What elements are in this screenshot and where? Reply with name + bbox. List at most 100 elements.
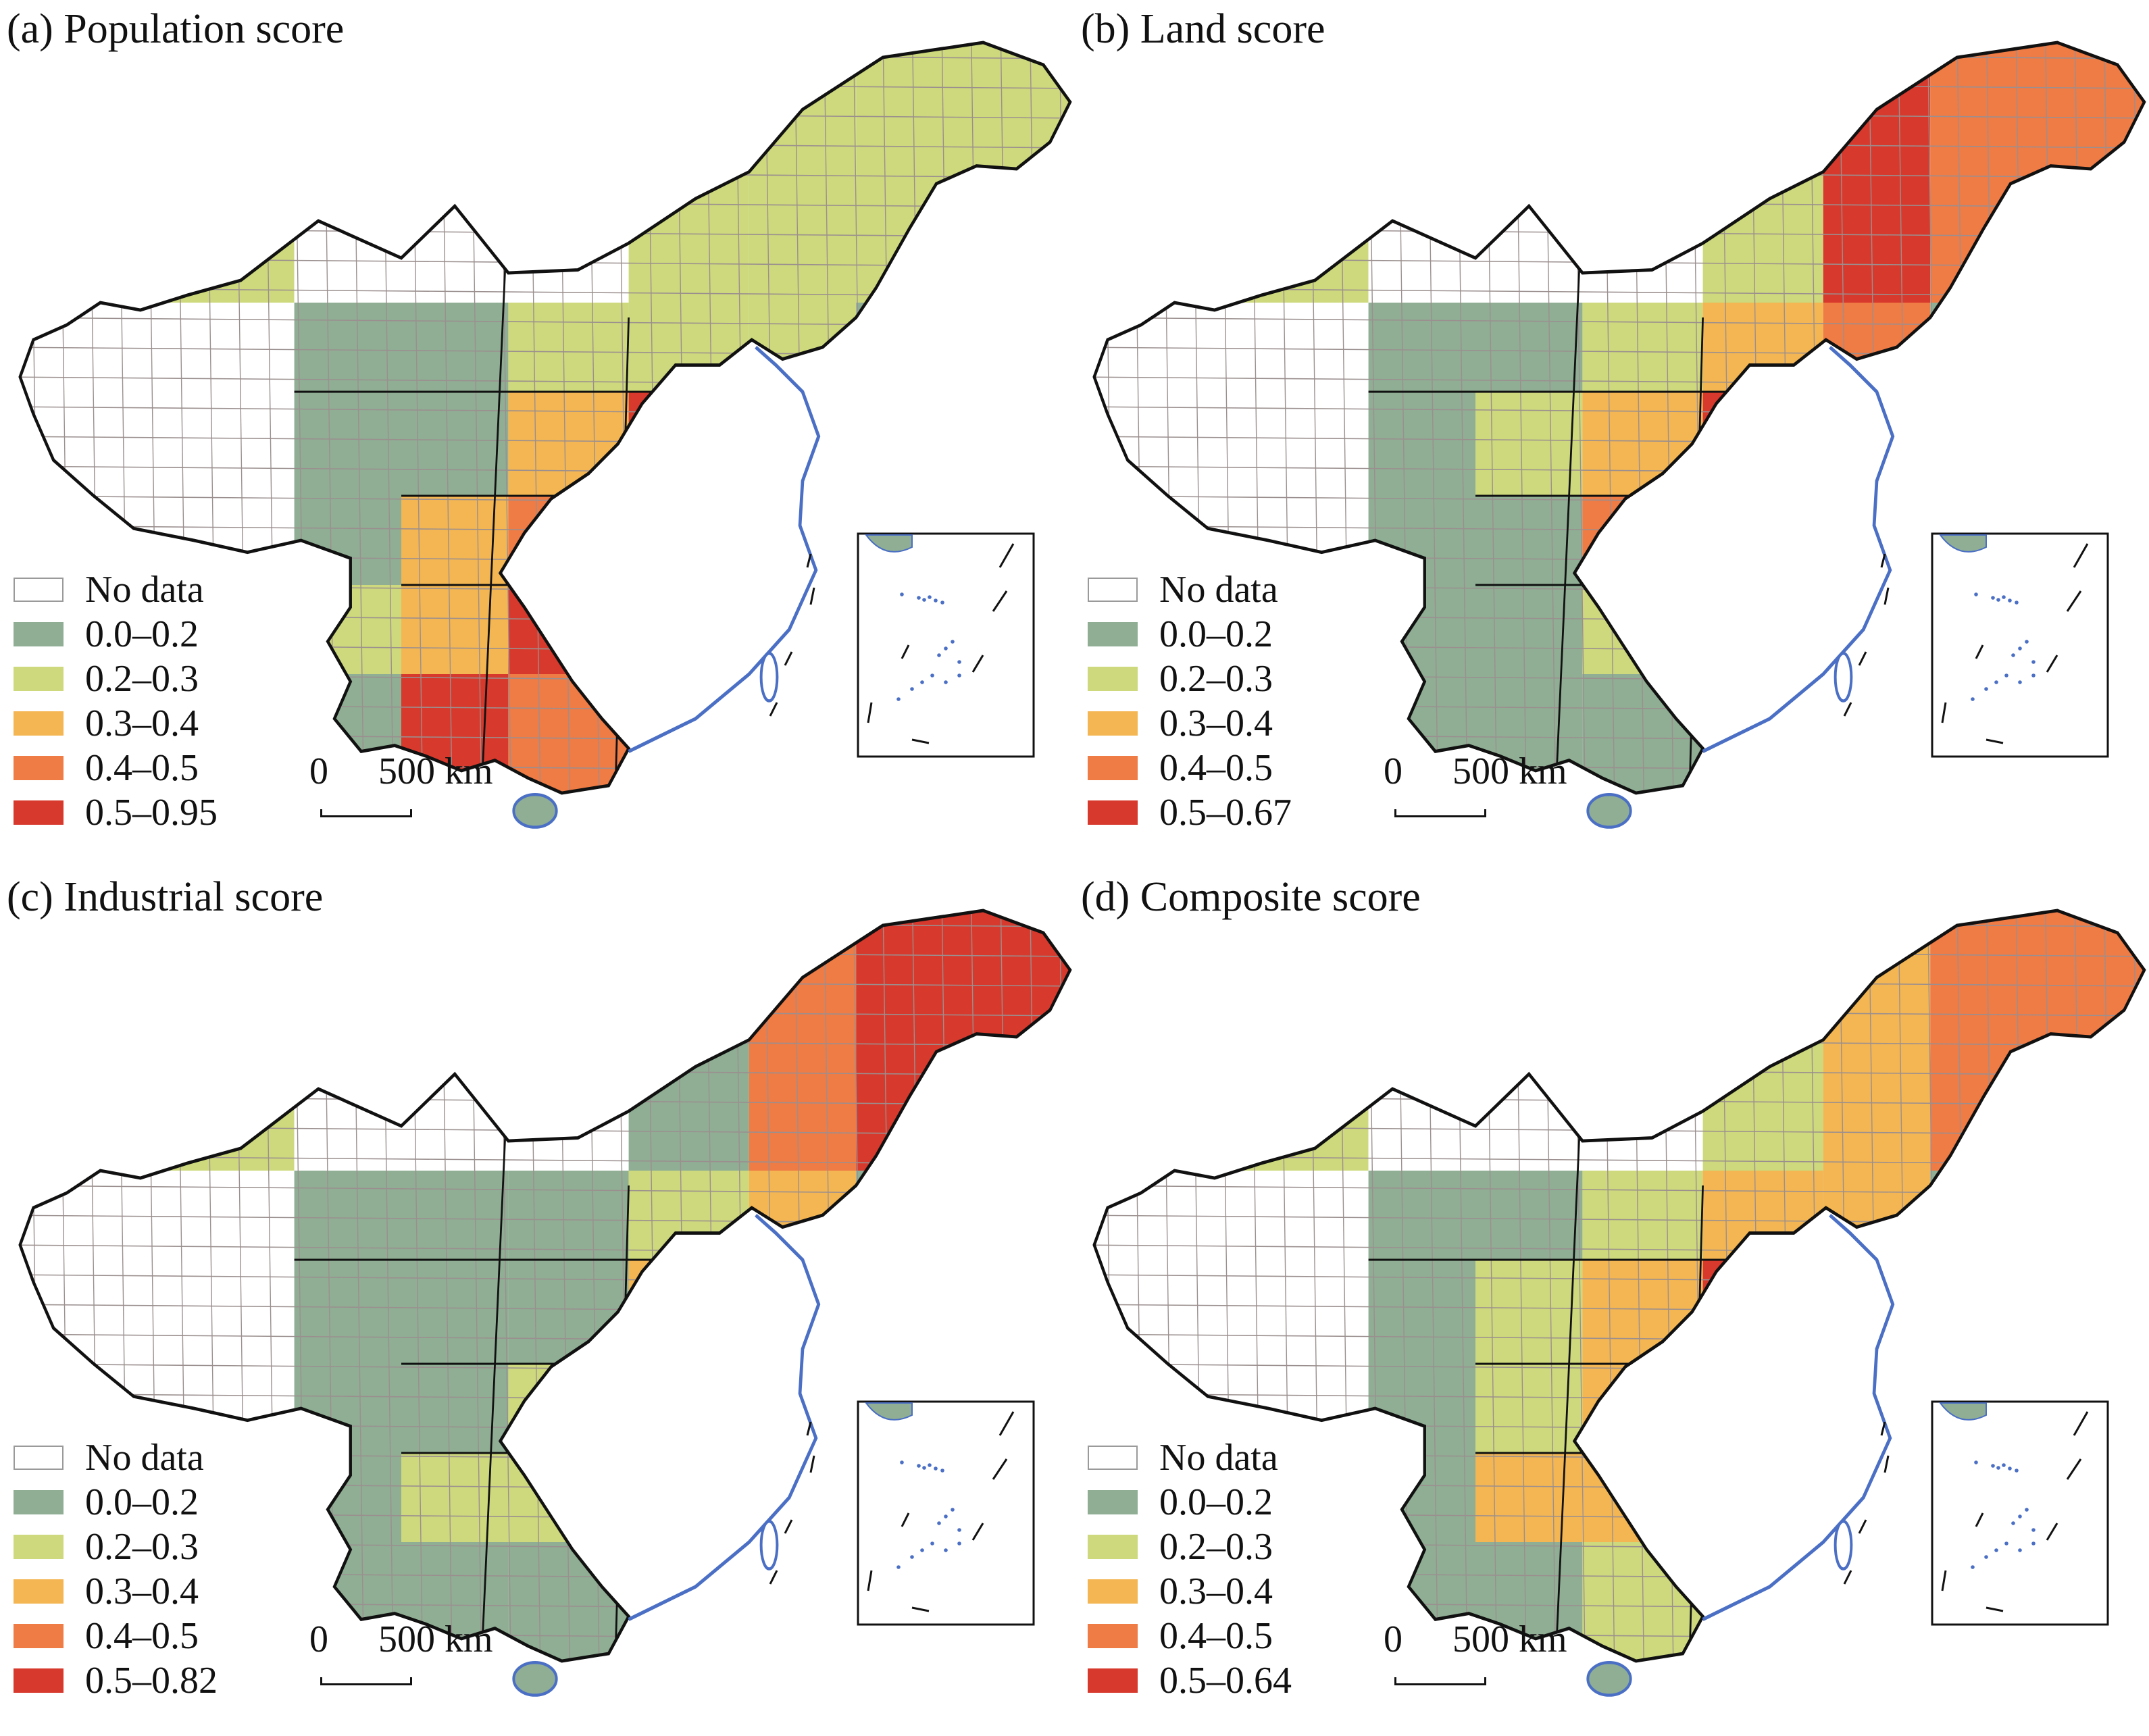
scale-line	[1394, 809, 1486, 817]
score-region	[1702, 496, 1823, 585]
legend-item-class-3: 0.3–0.4	[1088, 701, 1292, 746]
score-region	[1475, 1453, 1583, 1542]
scale-line	[320, 1677, 412, 1685]
score-region	[294, 1260, 401, 1364]
legend-label: 0.0–0.2	[85, 613, 199, 655]
score-region	[628, 674, 749, 793]
score-region	[508, 496, 629, 585]
map-panel-population: (a) Population score No data 0.0–0.2 0.2…	[0, 0, 1074, 868]
hainan-island	[512, 1661, 558, 1697]
legend-swatch	[14, 711, 64, 736]
score-region	[294, 1364, 401, 1453]
legend-item-class-4: 0.4–0.5	[14, 1614, 218, 1658]
score-region	[628, 496, 749, 585]
legend-item-class-4: 0.4–0.5	[1088, 1614, 1292, 1658]
score-region	[1702, 1171, 1823, 1260]
score-region	[508, 1364, 629, 1453]
score-region	[1702, 1453, 1823, 1542]
legend-swatch	[14, 1446, 64, 1470]
score-region	[401, 1453, 509, 1542]
legend-swatch	[1088, 756, 1138, 780]
legend-label: 0.4–0.5	[85, 747, 199, 789]
scale-bar: 0 500 km	[304, 750, 493, 824]
map-panel-industrial: (c) Industrial score No data 0.0–0.2 0.2…	[0, 868, 1074, 1736]
legend-label: 0.2–0.3	[1159, 1526, 1273, 1568]
taiwan-island	[759, 1520, 779, 1571]
score-region	[160, 392, 295, 496]
legend-item-class-3: 0.3–0.4	[14, 1569, 218, 1614]
score-region	[628, 911, 749, 1171]
scale-length-label: 500 km	[378, 750, 493, 792]
legend-label: No data	[85, 1437, 204, 1479]
legend-label: 0.4–0.5	[85, 1615, 199, 1657]
score-region	[1930, 1260, 2145, 1364]
hainan-island	[512, 793, 558, 829]
score-region	[508, 43, 629, 303]
score-region	[628, 1453, 749, 1542]
panel-title: (c) Industrial score	[7, 874, 324, 920]
national-border	[1092, 41, 2146, 795]
score-region	[1702, 674, 1823, 793]
china-map	[1092, 909, 2146, 1697]
score-region	[508, 585, 629, 674]
legend-item-class-1: 0.0–0.2	[1088, 1480, 1292, 1525]
scale-line	[320, 809, 412, 817]
coastline	[1702, 345, 1895, 753]
legend-swatch	[1088, 1668, 1138, 1693]
score-region	[628, 1260, 749, 1364]
legend-swatch	[14, 756, 64, 780]
score-region	[1368, 585, 1475, 674]
score-region	[1368, 1171, 1475, 1260]
scale-zero-label: 0	[1384, 1618, 1402, 1660]
score-region	[628, 1542, 749, 1661]
legend-swatch	[14, 1624, 64, 1648]
map-panel-land: (b) Land score No data 0.0–0.2 0.2–0.3 0…	[1074, 0, 2148, 868]
legend-item-no-data: No data	[1088, 1435, 1292, 1480]
score-region	[294, 43, 401, 303]
score-region	[508, 392, 629, 496]
score-region	[508, 1453, 629, 1542]
national-border	[1092, 909, 2146, 1663]
score-region	[401, 1260, 509, 1364]
coastline	[1702, 1213, 1895, 1621]
score-region	[1582, 496, 1703, 585]
scale-zero-label: 0	[309, 750, 328, 792]
legend-item-class-3: 0.3–0.4	[14, 701, 218, 746]
score-region	[508, 1260, 629, 1364]
score-region	[294, 496, 401, 585]
score-region	[628, 43, 749, 303]
legend-label: 0.5–0.64	[1159, 1660, 1292, 1702]
legend-swatch	[14, 1490, 64, 1514]
score-region	[160, 1260, 295, 1364]
legend-item-class-2: 0.2–0.3	[14, 657, 218, 701]
score-region	[1234, 911, 1369, 1171]
legend-swatch	[14, 622, 64, 646]
score-region	[1582, 392, 1703, 496]
score-region	[401, 392, 509, 496]
panel-title: (b) Land score	[1081, 6, 1325, 52]
score-region	[1234, 392, 1369, 496]
legend-item-class-1: 0.0–0.2	[14, 612, 218, 657]
score-region	[1234, 43, 1369, 303]
score-region	[294, 1171, 401, 1260]
score-region	[1702, 585, 1823, 674]
legend-item-class-1: 0.0–0.2	[1088, 612, 1292, 657]
score-region	[294, 585, 401, 674]
legend-swatch	[1088, 1535, 1138, 1559]
south-china-sea-inset	[857, 532, 1035, 758]
legend-item-class-4: 0.4–0.5	[14, 746, 218, 790]
score-region	[160, 1171, 295, 1260]
legend-item-class-2: 0.2–0.3	[1088, 1525, 1292, 1569]
score-region	[1702, 1260, 1823, 1364]
legend-swatch	[1088, 1490, 1138, 1514]
map-panel-composite: (d) Composite score No data 0.0–0.2 0.2–…	[1074, 868, 2148, 1736]
legend-swatch	[1088, 578, 1138, 602]
legend-swatch	[1088, 1579, 1138, 1604]
south-china-sea-inset	[1931, 532, 2109, 758]
china-map	[18, 909, 1072, 1697]
score-region	[20, 43, 161, 303]
legend-item-class-4: 0.4–0.5	[1088, 746, 1292, 790]
legend-label: 0.2–0.3	[85, 1526, 199, 1568]
score-region	[1702, 911, 1823, 1171]
